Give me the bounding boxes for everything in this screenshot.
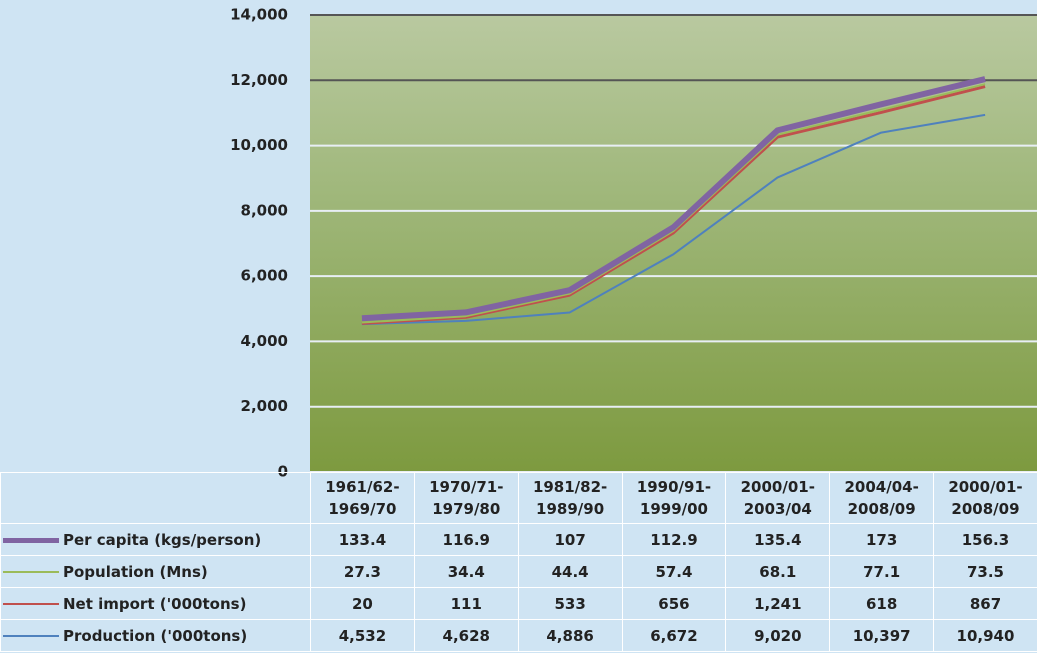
legend-swatch xyxy=(3,635,59,637)
category-label: 2000/01-2003/04 xyxy=(725,472,831,524)
legend-label: Per capita (kgs/person) xyxy=(63,530,262,549)
legend-label: Production ('000tons) xyxy=(63,626,248,645)
category-label: 1970/71-1979/80 xyxy=(413,472,519,524)
legend-cell: Per capita (kgs/person) xyxy=(0,523,311,556)
table-value: 133.4 xyxy=(310,523,415,556)
table-value: 68.1 xyxy=(725,555,831,588)
table-value: 173 xyxy=(829,523,935,556)
table-value: 112.9 xyxy=(621,523,727,556)
y-tick-label: 6,000 xyxy=(241,267,288,285)
category-label: 2000/01-2008/09 xyxy=(933,472,1037,524)
series-row: Per capita (kgs/person) 133.4 116.9 107 112.… xyxy=(0,523,1037,556)
series-row: Population (Mns) 27.3 34.4 44.4 57.4 68.1 77.1… xyxy=(0,555,1037,588)
table-value: 27.3 xyxy=(310,555,415,588)
y-tick-label: 14,000 xyxy=(230,6,288,24)
table-value: 20 xyxy=(310,587,415,620)
legend-swatch xyxy=(3,571,59,573)
legend-cell: Production ('000tons) xyxy=(0,619,311,652)
series-line xyxy=(361,85,986,325)
table-value: 77.1 xyxy=(829,555,935,588)
category-label: 1990/91-1999/00 xyxy=(621,472,727,524)
category-label: 1981/82-1989/90 xyxy=(517,472,623,524)
table-value: 10,940 xyxy=(933,619,1037,652)
header-row: 1961/62-1969/70 1970/71-1979/80 1981/82-19… xyxy=(0,472,1037,524)
y-tick-label: 0 xyxy=(278,463,288,481)
y-tick-label: 8,000 xyxy=(241,201,288,219)
series-row: Production ('000tons) 4,532 4,628 4,886 6,67… xyxy=(0,619,1037,652)
plot-background xyxy=(310,15,1037,472)
category-label: 1961/62-1969/70 xyxy=(310,472,415,524)
table-value: 4,628 xyxy=(413,619,519,652)
table-value: 4,532 xyxy=(310,619,415,652)
y-tick-label: 10,000 xyxy=(230,136,288,154)
legend-label: Net import ('000tons) xyxy=(63,594,247,613)
series-line xyxy=(361,83,986,324)
table-value: 533 xyxy=(517,587,623,620)
table-value: 73.5 xyxy=(933,555,1037,588)
series-line xyxy=(361,113,986,326)
series-line xyxy=(361,76,986,322)
table-value: 867 xyxy=(933,587,1037,620)
table-value: 656 xyxy=(621,587,727,620)
legend-cell: Net import ('000tons) xyxy=(0,587,311,620)
table-value: 57.4 xyxy=(621,555,727,588)
table-value: 6,672 xyxy=(621,619,727,652)
table-value: 10,397 xyxy=(829,619,935,652)
series-row: Net import ('000tons) 20 111 533 656 1,241 618… xyxy=(0,587,1037,620)
table-value: 135.4 xyxy=(725,523,831,556)
table-value: 111 xyxy=(413,587,519,620)
legend-cell: Population (Mns) xyxy=(0,555,311,588)
data-table: 1961/62-1969/70 1970/71-1979/80 1981/82-19… xyxy=(0,472,1037,652)
table-value: 618 xyxy=(829,587,935,620)
corner-cell xyxy=(0,472,311,524)
table-value: 116.9 xyxy=(413,523,519,556)
legend-label: Population (Mns) xyxy=(63,562,208,581)
table-value: 4,886 xyxy=(517,619,623,652)
category-label: 2004/04-2008/09 xyxy=(829,472,935,524)
table-value: 44.4 xyxy=(517,555,623,588)
table-value: 1,241 xyxy=(725,587,831,620)
y-tick-label: 12,000 xyxy=(230,71,288,89)
legend-swatch xyxy=(3,537,59,543)
legend-swatch xyxy=(3,603,59,605)
table-value: 34.4 xyxy=(413,555,519,588)
table-value: 107 xyxy=(517,523,623,556)
table-value: 9,020 xyxy=(725,619,831,652)
y-tick-label: 4,000 xyxy=(241,332,288,350)
table-value: 156.3 xyxy=(933,523,1037,556)
y-tick-label: 2,000 xyxy=(241,397,288,415)
